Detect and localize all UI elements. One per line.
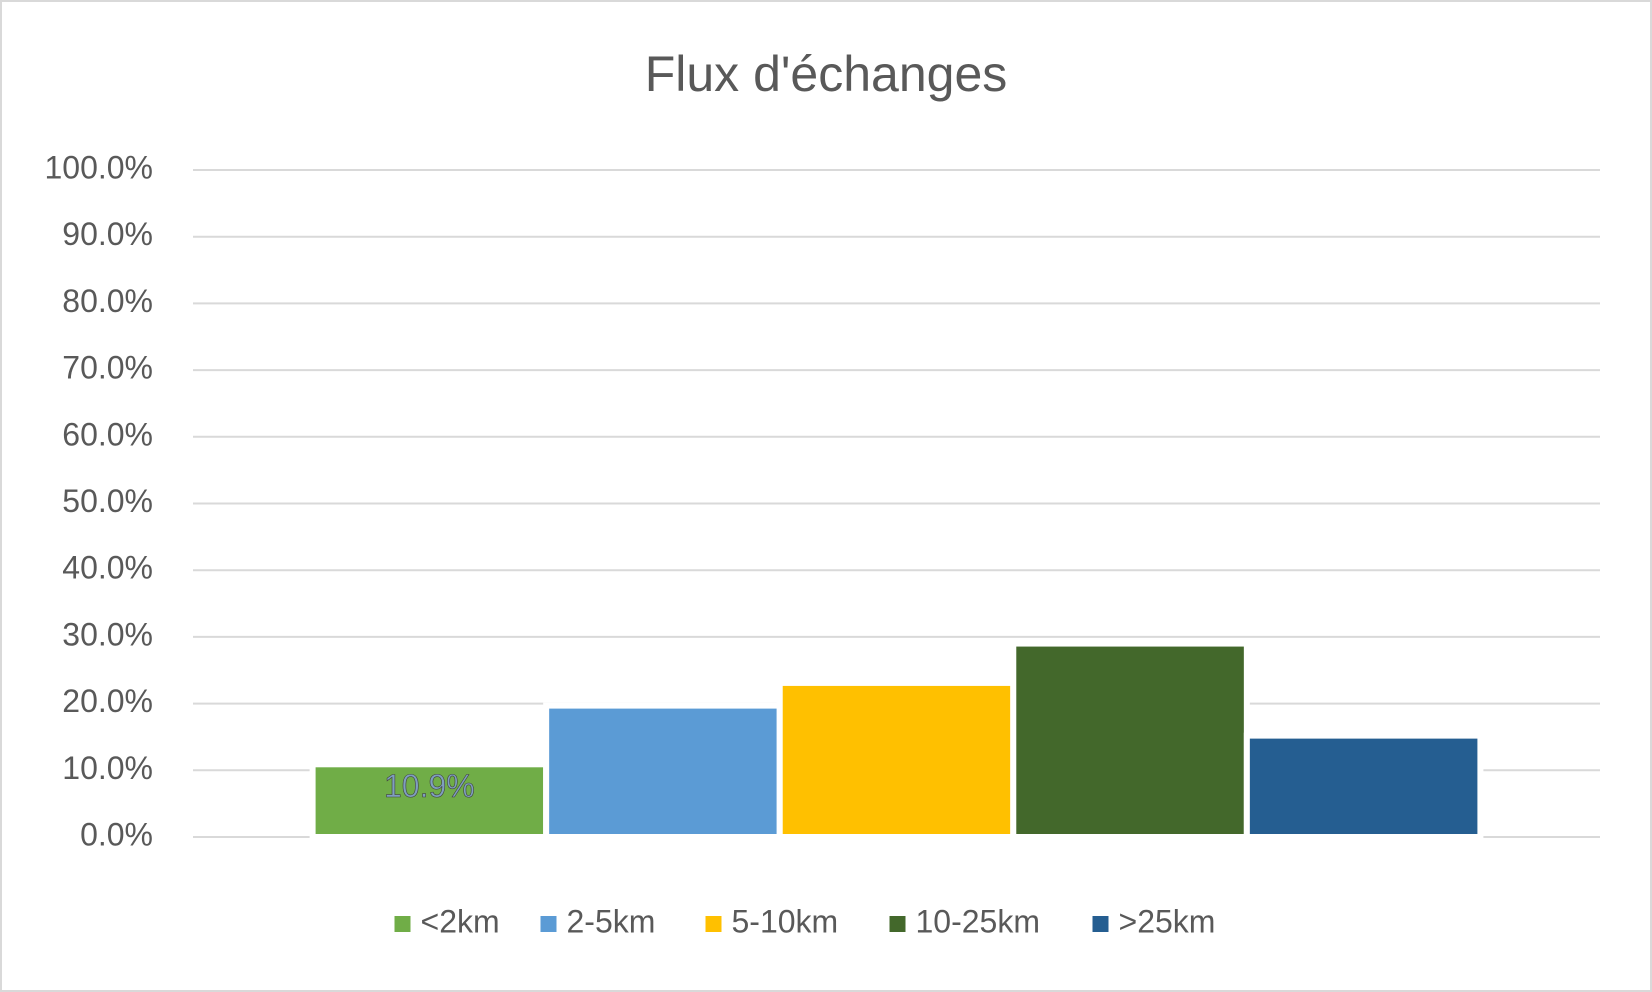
legend-swatch: [889, 916, 906, 932]
y-tick-label: 40.0%: [62, 550, 153, 586]
data-label: 10.9%: [384, 768, 475, 804]
y-tick-label: 100.0%: [44, 149, 153, 185]
y-tick-label: 80.0%: [62, 283, 153, 319]
legend-label: 10-25km: [916, 903, 1041, 939]
y-tick-label: 0.0%: [80, 816, 153, 852]
bar: [1243, 732, 1484, 841]
legend-label: 2-5km: [567, 903, 656, 939]
bar: [309, 761, 550, 840]
y-tick-label: 50.0%: [62, 483, 153, 519]
legend-label: >25km: [1119, 903, 1216, 939]
bar: [776, 679, 1017, 840]
y-tick-label: 60.0%: [62, 416, 153, 452]
y-tick-label: 20.0%: [62, 683, 153, 719]
legend-swatch: [705, 916, 722, 932]
legend-swatch: [394, 916, 411, 932]
legend-label: <2km: [421, 903, 500, 939]
y-tick-label: 70.0%: [62, 350, 153, 386]
legend-label: 5-10km: [732, 903, 839, 939]
bar: [543, 702, 783, 841]
y-tick-label: 10.0%: [62, 750, 153, 786]
y-tick-label: 90.0%: [62, 216, 153, 252]
chart-title: Flux d'échanges: [645, 46, 1008, 102]
y-tick-label: 30.0%: [62, 616, 153, 652]
bar: [1010, 640, 1250, 840]
legend-swatch: [1092, 916, 1109, 932]
legend-swatch: [540, 916, 557, 932]
